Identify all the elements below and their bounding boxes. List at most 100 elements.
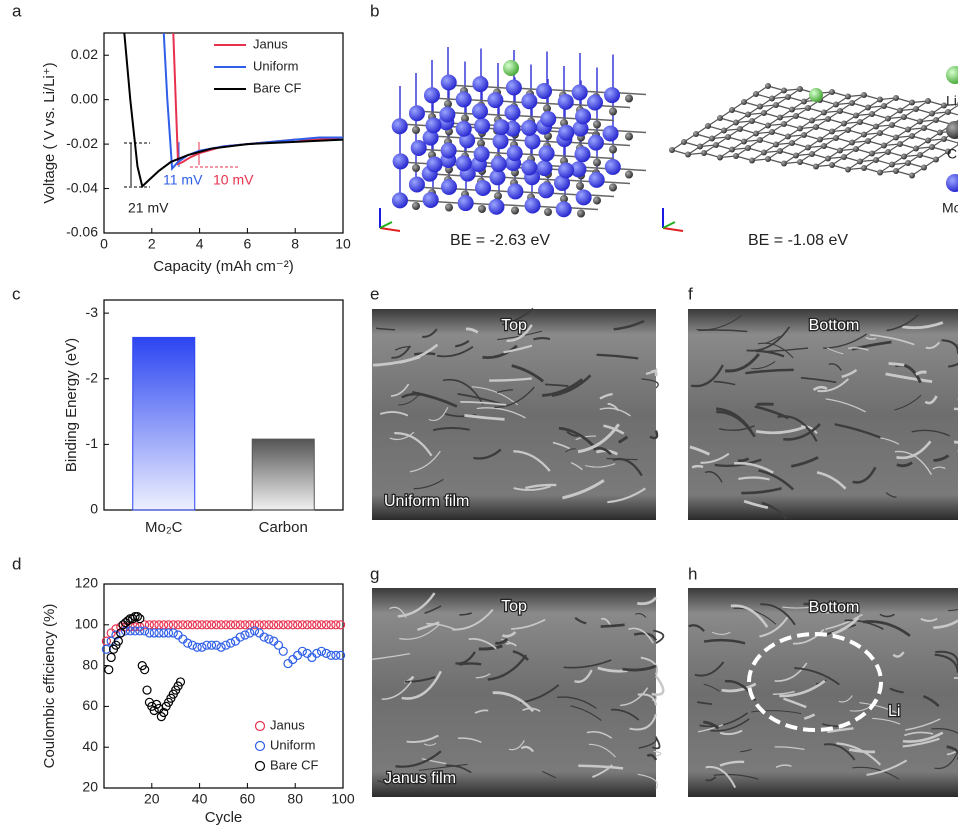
texture	[838, 695, 853, 703]
mo-atom	[426, 156, 443, 173]
carbon-atom	[845, 127, 851, 133]
carbon-atom	[781, 121, 787, 127]
texture	[831, 616, 860, 636]
carbon-atom	[837, 147, 843, 154]
mo-atom	[602, 125, 619, 142]
carbon-atom	[937, 129, 943, 136]
carbon-atom	[609, 183, 617, 192]
panel-label: g	[370, 564, 379, 583]
mo-atom	[521, 93, 538, 110]
carbon-atom	[753, 91, 759, 97]
point	[302, 620, 312, 630]
texture	[825, 398, 866, 413]
texture	[471, 386, 518, 406]
x-tick-label: 80	[287, 791, 303, 807]
mo-atom	[524, 133, 541, 150]
point	[336, 620, 346, 630]
texture	[457, 737, 482, 743]
texture	[379, 410, 409, 417]
point	[278, 620, 288, 630]
carbon-atom	[745, 111, 751, 118]
texture	[637, 773, 658, 790]
point	[336, 650, 346, 661]
texture	[501, 638, 514, 645]
texture	[851, 340, 892, 351]
texture	[468, 638, 497, 650]
texture	[377, 780, 389, 786]
point	[331, 650, 341, 661]
texture	[704, 471, 723, 483]
mo-atom	[574, 146, 591, 163]
carbon-atom	[753, 130, 759, 137]
carbon-atom	[797, 86, 803, 92]
carbon-atom	[893, 95, 899, 101]
texture	[502, 307, 534, 326]
mo-atom	[507, 183, 524, 200]
texture	[827, 727, 854, 734]
point	[264, 620, 274, 630]
carbon-atom	[857, 119, 863, 125]
carbon-atom	[765, 156, 771, 162]
point	[173, 620, 183, 630]
carbon-atom	[909, 172, 915, 179]
mo-atom	[410, 139, 427, 156]
mo-atom	[558, 162, 575, 179]
texture	[774, 662, 808, 682]
texture	[816, 471, 847, 490]
point	[135, 626, 145, 636]
point	[159, 628, 169, 638]
texture	[650, 369, 658, 377]
texture	[904, 731, 934, 737]
texture	[401, 670, 442, 700]
texture	[476, 407, 526, 419]
y-tick-label: -1	[86, 435, 99, 451]
mo-atom	[455, 120, 472, 137]
texture	[637, 693, 657, 706]
point	[192, 642, 202, 652]
mo-atom	[505, 79, 522, 96]
carbon-atom	[625, 170, 633, 179]
legend-marker	[254, 760, 266, 772]
texture	[494, 638, 509, 645]
carbon-atom	[917, 152, 923, 158]
texture	[703, 638, 746, 645]
texture	[902, 731, 944, 743]
texture	[512, 650, 529, 661]
texture	[474, 709, 489, 714]
texture	[822, 608, 852, 614]
carbon-atom	[749, 157, 755, 164]
carbon-atom	[577, 209, 585, 218]
carbon-atom	[897, 107, 903, 114]
texture	[395, 750, 442, 768]
carbon-atom	[785, 94, 791, 100]
mo-atom	[524, 197, 541, 214]
texture	[763, 347, 809, 353]
carbon-atom	[917, 118, 923, 125]
y-tick-label: -0.06	[66, 224, 98, 240]
carbon-atom	[769, 129, 775, 135]
texture	[703, 720, 720, 730]
texture	[719, 729, 743, 736]
line-series	[123, 33, 343, 189]
texture	[696, 701, 712, 705]
carbon-atom	[901, 153, 907, 160]
texture	[574, 669, 593, 683]
carbon-atom	[737, 126, 743, 132]
texture	[406, 734, 439, 744]
texture	[699, 712, 749, 728]
texture	[790, 456, 819, 468]
texture	[513, 450, 551, 472]
mo-atom	[540, 110, 557, 127]
texture	[588, 743, 616, 758]
carbon-atom	[757, 137, 763, 143]
point	[326, 650, 336, 661]
texture	[915, 370, 927, 376]
texture	[848, 347, 869, 351]
texture	[757, 342, 794, 359]
texture	[610, 708, 640, 721]
texture	[800, 425, 818, 435]
legend-label: Janus	[270, 717, 305, 732]
texture	[391, 345, 411, 359]
texture	[690, 364, 724, 388]
axis-triad	[662, 227, 684, 232]
